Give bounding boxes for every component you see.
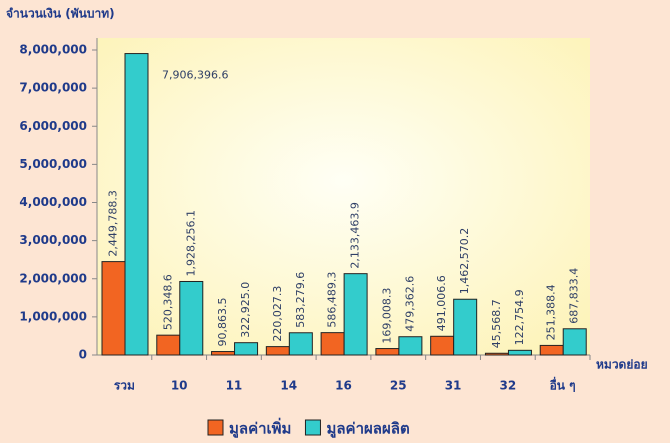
bar xyxy=(453,298,478,356)
bar xyxy=(539,344,564,356)
y-tick-label: 4,000,000 xyxy=(19,195,87,209)
legend-label: มูลค่าผลผลิต xyxy=(326,420,409,439)
bar xyxy=(288,332,313,356)
bar xyxy=(234,342,259,356)
value-label: 479,362.6 xyxy=(403,276,416,332)
value-label: 491,006.6 xyxy=(435,275,448,331)
y-axis-title: จำนวนเงิน (พันบาท) xyxy=(6,7,115,21)
y-tick-label: 5,000,000 xyxy=(19,157,87,171)
x-tick-label: รวม xyxy=(114,379,135,393)
value-label: 687,833.4 xyxy=(568,268,581,324)
value-label: 45,568.7 xyxy=(490,299,503,348)
x-axis-title: หมวดย่อย xyxy=(596,358,648,372)
bar xyxy=(156,334,181,356)
value-label: 2,133,463.9 xyxy=(349,202,362,268)
bar xyxy=(484,352,509,356)
x-tick-label: 25 xyxy=(390,379,407,393)
value-label: 251,388.4 xyxy=(545,284,558,340)
bar xyxy=(320,332,345,356)
bar xyxy=(101,261,126,356)
y-tick-label: 7,000,000 xyxy=(19,81,87,95)
legend-swatch xyxy=(207,419,224,436)
bar xyxy=(430,335,455,356)
value-label: 220,027.3 xyxy=(271,286,284,342)
y-tick-label: 6,000,000 xyxy=(19,119,87,133)
bar xyxy=(211,351,236,356)
y-tick-label: 1,000,000 xyxy=(19,309,87,323)
bar xyxy=(265,346,290,356)
x-tick-label: 10 xyxy=(171,379,188,393)
value-label: 2,449,788.3 xyxy=(107,190,120,256)
y-tick-label: 3,000,000 xyxy=(19,233,87,247)
value-label: 1,928,256.1 xyxy=(184,210,197,276)
y-tick-label: 0 xyxy=(79,348,87,362)
legend-label: มูลค่าเพิ่ม xyxy=(229,418,291,439)
bar xyxy=(124,53,149,356)
value-label: 1,462,570.2 xyxy=(458,228,471,294)
bar xyxy=(343,273,368,356)
bar xyxy=(179,280,204,356)
value-label: 7,906,396.6 xyxy=(162,69,228,82)
value-label: 322,925.0 xyxy=(239,282,252,338)
x-tick-label: 11 xyxy=(226,379,243,393)
value-label: 520,348.6 xyxy=(161,274,174,330)
y-tick-label: 8,000,000 xyxy=(19,43,87,57)
value-label: 169,008.3 xyxy=(380,288,393,344)
y-tick-label: 2,000,000 xyxy=(19,271,87,285)
value-label: 90,863.5 xyxy=(216,298,229,347)
bar xyxy=(507,349,532,356)
x-tick-label: อื่น ๆ xyxy=(550,377,576,393)
value-label: 586,489.3 xyxy=(326,272,339,328)
bar xyxy=(398,336,423,356)
x-tick-label: 31 xyxy=(445,379,462,393)
plot-area xyxy=(97,38,590,355)
x-tick-label: 16 xyxy=(335,379,352,393)
x-tick-label: 32 xyxy=(499,379,516,393)
bar xyxy=(375,348,400,356)
value-label: 122,754.9 xyxy=(513,289,526,345)
bar xyxy=(562,328,587,356)
x-tick-label: 14 xyxy=(280,379,297,393)
value-label: 583,279.6 xyxy=(294,272,307,328)
legend-swatch xyxy=(304,419,321,436)
